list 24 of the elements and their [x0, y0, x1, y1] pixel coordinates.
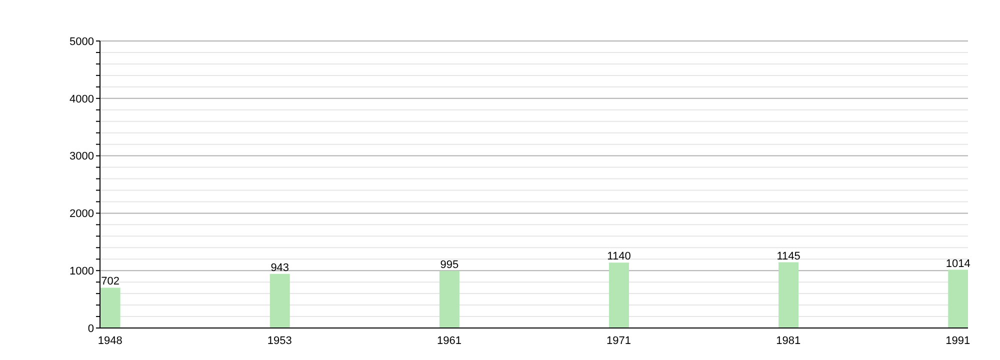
- bar: [270, 274, 290, 328]
- bar: [439, 270, 460, 328]
- x-tick-label: 1961: [436, 334, 462, 347]
- y-tick-label: 1000: [70, 266, 94, 278]
- data-label: 702: [101, 276, 120, 288]
- x-tick-label: 1971: [606, 334, 632, 347]
- x-tick-label: 1981: [776, 334, 801, 347]
- bar: [778, 262, 799, 328]
- data-label: 1145: [776, 250, 800, 262]
- data-label: 1014: [946, 258, 970, 270]
- x-tick-label: 1953: [267, 334, 292, 347]
- data-label: 943: [270, 262, 290, 274]
- bar: [948, 270, 968, 328]
- y-tick-label: 0: [88, 322, 94, 335]
- data-label: 995: [440, 258, 459, 271]
- bar: [609, 262, 629, 328]
- y-tick-label: 3000: [70, 150, 94, 163]
- x-tick-label: 1948: [98, 334, 122, 347]
- y-tick-label: 5000: [70, 36, 94, 48]
- y-tick-label: 2000: [70, 208, 94, 220]
- y-tick-label: 4000: [70, 93, 94, 106]
- data-label: 1140: [607, 250, 631, 263]
- x-tick-label: 1991: [946, 334, 970, 347]
- bar: [100, 288, 120, 328]
